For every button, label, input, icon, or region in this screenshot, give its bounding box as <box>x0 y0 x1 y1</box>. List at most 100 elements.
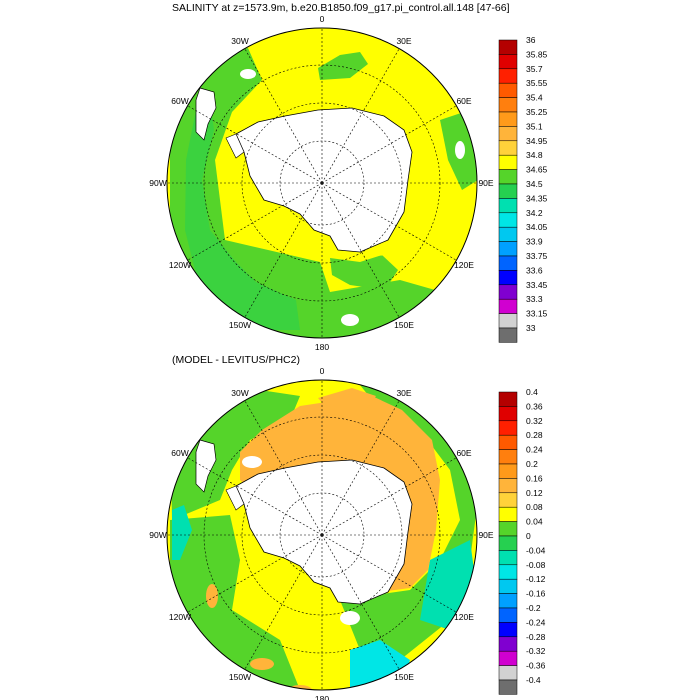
colorbar-label: 34.2 <box>526 208 543 218</box>
colorbar-swatch <box>498 169 518 185</box>
longitude-label: 150E <box>394 672 414 682</box>
colorbar-label: -0.08 <box>526 560 546 570</box>
map-1-border <box>166 27 478 339</box>
colorbar-swatch <box>498 97 518 113</box>
colorbar-swatch <box>498 506 518 522</box>
map-2-border <box>166 379 478 691</box>
colorbar-label: -0.2 <box>526 603 541 613</box>
colorbar-label: 36 <box>526 35 536 45</box>
longitude-label: 120W <box>169 612 191 622</box>
colorbar-label: 35.25 <box>526 107 548 117</box>
colorbar-swatch <box>498 492 518 508</box>
colorbar-label: 0.36 <box>526 401 543 411</box>
longitude-label: 120E <box>454 612 474 622</box>
colorbar-label: 0.28 <box>526 430 543 440</box>
colorbar-label: 0.08 <box>526 502 543 512</box>
colorbar-swatch <box>498 298 518 314</box>
longitude-label: 120E <box>454 260 474 270</box>
colorbar-swatch <box>498 636 518 652</box>
colorbar-label: 34.05 <box>526 222 548 232</box>
colorbar-swatch <box>498 521 518 537</box>
longitude-label: 180 <box>315 694 329 700</box>
colorbar-label: 35.55 <box>526 78 548 88</box>
colorbar-label: 33.15 <box>526 309 548 319</box>
longitude-label: 60E <box>456 448 471 458</box>
colorbar-label: 33.6 <box>526 265 543 275</box>
longitude-label: 0 <box>320 14 325 24</box>
salinity-colorbar: 36 35.85 35.7 35.55 35.4 35.25 35.1 34.95 34.8 34… <box>498 35 548 343</box>
colorbar-swatch <box>498 270 518 286</box>
longitude-label: 150W <box>229 320 251 330</box>
colorbar-swatch <box>498 463 518 479</box>
colorbar-label: 34.35 <box>526 193 548 203</box>
colorbar-label: 0.16 <box>526 473 543 483</box>
longitude-label: 180 <box>315 342 329 352</box>
difference-map: 0 30E 60E 90E 120E 150E 180 150W 120W 90W 60W 30W <box>149 366 494 700</box>
longitude-label: 30E <box>396 388 411 398</box>
colorbar-swatch <box>498 154 518 170</box>
colorbar-label: 34.95 <box>526 136 548 146</box>
colorbar-swatch <box>498 535 518 551</box>
colorbar-label: 33.45 <box>526 280 548 290</box>
colorbar-swatch <box>498 82 518 98</box>
colorbar-swatch <box>498 226 518 242</box>
panel-1-title: SALINITY at z=1573.9m, b.e20.B1850.f09_g… <box>172 2 510 14</box>
colorbar-label: 0.12 <box>526 488 543 498</box>
colorbar-swatch <box>498 420 518 436</box>
longitude-label: 90W <box>149 530 166 540</box>
colorbar-swatch <box>498 406 518 422</box>
colorbar-swatch <box>498 550 518 566</box>
colorbar-swatch <box>498 198 518 214</box>
colorbar-swatch <box>498 391 518 407</box>
longitude-label: 60W <box>171 96 188 106</box>
difference-colorbar: 0.4 0.36 0.32 0.28 0.24 0.2 0.16 0.12 0.08 0.04 0 -… <box>498 387 546 695</box>
colorbar-label: 0 <box>526 531 531 541</box>
longitude-label: 30W <box>231 36 248 46</box>
colorbar-label: 34.8 <box>526 150 543 160</box>
colorbar-label: 0.04 <box>526 517 543 527</box>
colorbar-swatch <box>498 578 518 594</box>
colorbar-label: -0.24 <box>526 617 546 627</box>
colorbar-swatch <box>498 241 518 257</box>
colorbar-label: 33.3 <box>526 294 543 304</box>
colorbar-swatch <box>498 449 518 465</box>
colorbar-swatch <box>498 39 518 55</box>
colorbar-swatch <box>498 255 518 271</box>
colorbar-swatch <box>498 593 518 609</box>
longitude-label: 150W <box>229 672 251 682</box>
colorbar-label: 33 <box>526 323 536 333</box>
colorbar-label: 0.2 <box>526 459 538 469</box>
colorbar-label: 33.75 <box>526 251 548 261</box>
longitude-label: 90E <box>478 530 493 540</box>
colorbar-label: -0.32 <box>526 646 546 656</box>
longitude-label: 120W <box>169 260 191 270</box>
colorbar-label: -0.16 <box>526 589 546 599</box>
colorbar-label: -0.04 <box>526 545 546 555</box>
longitude-label: 60W <box>171 448 188 458</box>
longitude-label: 90E <box>478 178 493 188</box>
colorbar-swatch <box>498 622 518 638</box>
colorbar-swatch <box>498 650 518 666</box>
colorbar-swatch <box>498 478 518 494</box>
colorbar-swatch <box>498 212 518 228</box>
colorbar-swatch <box>498 68 518 84</box>
colorbar-label: 0.32 <box>526 416 543 426</box>
colorbar-label: 0.4 <box>526 387 538 397</box>
colorbar-swatch <box>498 327 518 343</box>
panel-2-title: (MODEL - LEVITUS/PHC2) <box>172 354 300 366</box>
longitude-label: 150E <box>394 320 414 330</box>
colorbar-swatch <box>498 679 518 695</box>
colorbar-swatch <box>498 434 518 450</box>
colorbar-swatch <box>498 140 518 156</box>
colorbar-swatch <box>498 665 518 681</box>
colorbar-label: 34.5 <box>526 179 543 189</box>
longitude-label: 30W <box>231 388 248 398</box>
colorbar-swatch <box>498 183 518 199</box>
colorbar-label: 33.9 <box>526 237 543 247</box>
colorbar-label: 35.1 <box>526 121 543 131</box>
colorbar-swatch <box>498 111 518 127</box>
colorbar-label: 35.4 <box>526 93 543 103</box>
colorbar-label: -0.12 <box>526 574 546 584</box>
longitude-label: 60E <box>456 96 471 106</box>
